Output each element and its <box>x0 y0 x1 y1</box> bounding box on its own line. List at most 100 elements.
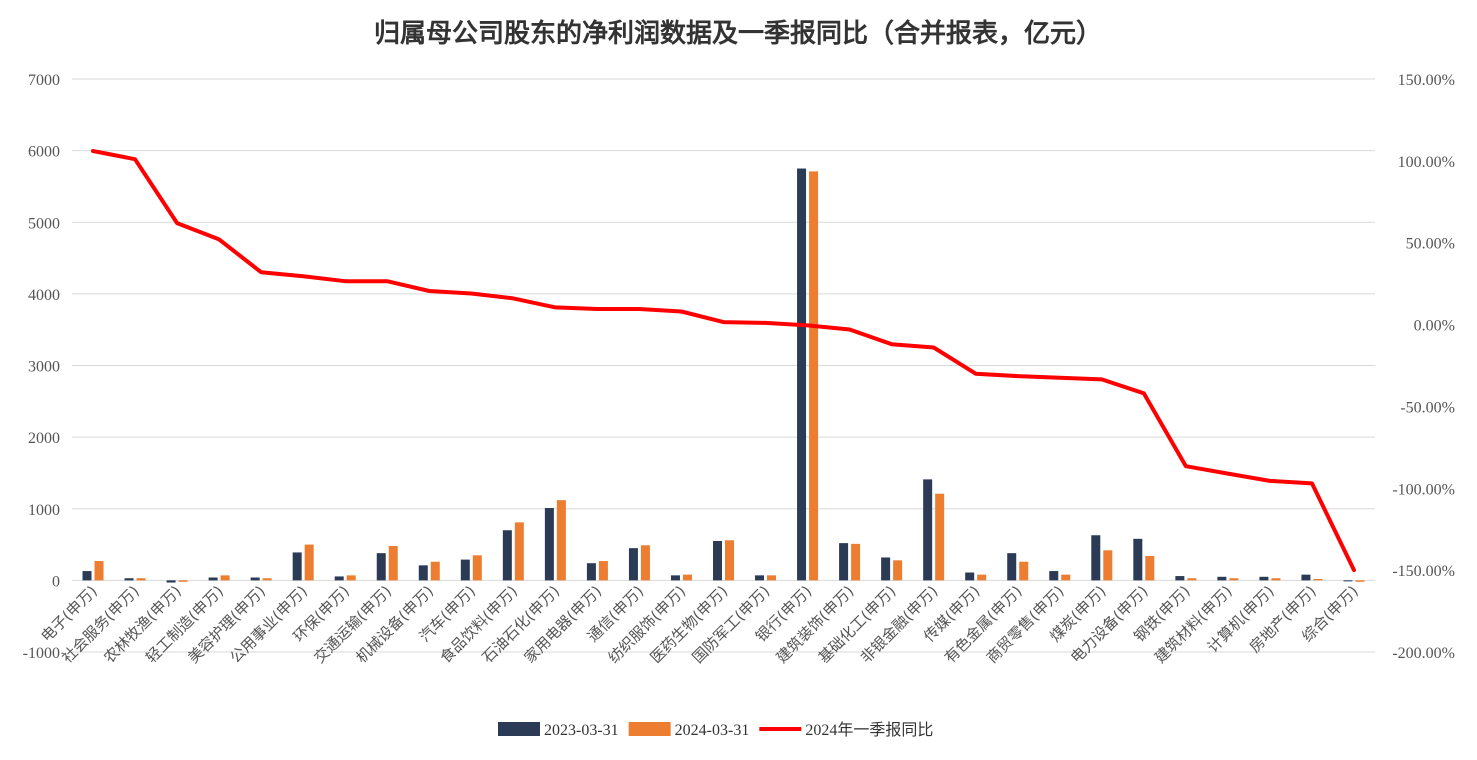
line-point <box>1016 374 1020 378</box>
bar <box>797 168 807 581</box>
line-point <box>385 279 389 283</box>
y-right-tick-label: -200.00% <box>1392 645 1455 662</box>
bar <box>292 552 302 581</box>
bar <box>1145 556 1155 581</box>
line-point <box>890 342 894 346</box>
bar <box>1007 553 1017 581</box>
bar <box>598 561 608 581</box>
bar <box>881 557 891 581</box>
line-point <box>806 323 810 327</box>
line-point <box>848 327 852 331</box>
bar <box>851 543 861 581</box>
bar <box>346 575 356 581</box>
bar <box>640 545 650 581</box>
bar <box>1217 576 1227 581</box>
line-point <box>301 274 305 278</box>
bar <box>1343 580 1353 582</box>
line-point <box>427 289 431 293</box>
bar <box>965 572 975 581</box>
legend-swatch <box>628 722 671 736</box>
line-point <box>1310 481 1314 485</box>
bar <box>208 577 218 581</box>
bar <box>178 580 188 582</box>
legend-label: 2023-03-31 <box>544 722 619 739</box>
bar <box>1133 538 1143 581</box>
line-point <box>1184 464 1188 468</box>
line-point <box>343 279 347 283</box>
y-right-tick-label: -50.00% <box>1400 399 1455 416</box>
line-point <box>679 309 683 313</box>
y-right-tick-label: 50.00% <box>1406 236 1455 253</box>
line-series <box>91 149 1356 573</box>
bar <box>767 575 777 581</box>
bar <box>713 540 722 581</box>
line-point <box>637 307 641 311</box>
bar <box>544 508 554 581</box>
line-point <box>469 291 473 295</box>
bar <box>124 578 134 581</box>
legend: 2023-03-31 2024-03-31 2024年一季报同比 <box>498 721 933 739</box>
bar <box>1091 535 1101 581</box>
y-axis-right: -200.00% -150.00% -100.00% -50.00% 0.00% 50.0… <box>1392 72 1455 662</box>
line-point <box>722 320 725 324</box>
bar <box>94 561 104 581</box>
line-point <box>595 307 599 311</box>
bar <box>586 563 596 581</box>
bar <box>460 559 470 581</box>
line-point <box>553 305 557 309</box>
bar <box>1313 578 1323 581</box>
y-left-tick-label: 5000 <box>28 215 60 232</box>
bar <box>304 544 314 581</box>
x-axis-labels: 电子(申万)社会服务(申万)农林牧渔(申万)轻工制造(申万)美容护理(申万)公用… <box>37 582 1361 667</box>
y-left-tick-label: 0 <box>52 573 60 590</box>
y-left-tick-label: 6000 <box>28 144 60 161</box>
line-point <box>1142 391 1146 395</box>
line-point <box>764 321 768 325</box>
line-point <box>175 221 179 225</box>
line-point <box>1100 377 1104 381</box>
bar <box>82 571 92 581</box>
legend-swatch <box>498 722 540 736</box>
bar <box>388 545 398 581</box>
y-left-tick-label: 2000 <box>28 430 60 447</box>
bar <box>136 578 146 581</box>
bar <box>430 561 440 581</box>
bar <box>628 548 638 581</box>
bar <box>1271 578 1281 581</box>
bar <box>1301 574 1311 581</box>
bar <box>1019 561 1029 581</box>
line-point <box>91 149 95 153</box>
y-left-tick-label: 1000 <box>28 502 60 519</box>
line-point <box>1226 472 1230 476</box>
bar <box>262 578 272 581</box>
bar <box>893 560 903 581</box>
y-right-tick-label: -150.00% <box>1392 563 1455 580</box>
bar <box>1175 576 1185 581</box>
y-right-tick-label: -100.00% <box>1392 481 1455 498</box>
y-left-tick-label: 7000 <box>28 72 60 89</box>
bar <box>1259 576 1269 581</box>
grid-lines <box>72 78 1375 653</box>
y-right-tick-label: 0.00% <box>1414 318 1455 335</box>
bar <box>220 575 230 581</box>
bar <box>682 574 692 581</box>
legend-label: 2024-03-31 <box>675 722 750 739</box>
bar-series <box>82 168 1365 583</box>
bar <box>1187 578 1197 581</box>
bar <box>1103 550 1113 581</box>
y-left-tick-label: 4000 <box>28 287 60 304</box>
bar <box>514 522 524 581</box>
bar <box>376 553 386 581</box>
line-point <box>932 345 936 349</box>
line-point <box>511 296 515 300</box>
bar <box>1061 574 1071 581</box>
bar <box>725 540 734 581</box>
y-right-tick-label: 100.00% <box>1398 154 1455 171</box>
bar <box>502 530 512 581</box>
line-path <box>91 149 1356 573</box>
y-right-tick-label: 150.00% <box>1398 72 1455 89</box>
bar-series-2023-03-31 <box>82 168 1353 583</box>
bar <box>935 493 945 581</box>
line-point <box>133 157 137 161</box>
